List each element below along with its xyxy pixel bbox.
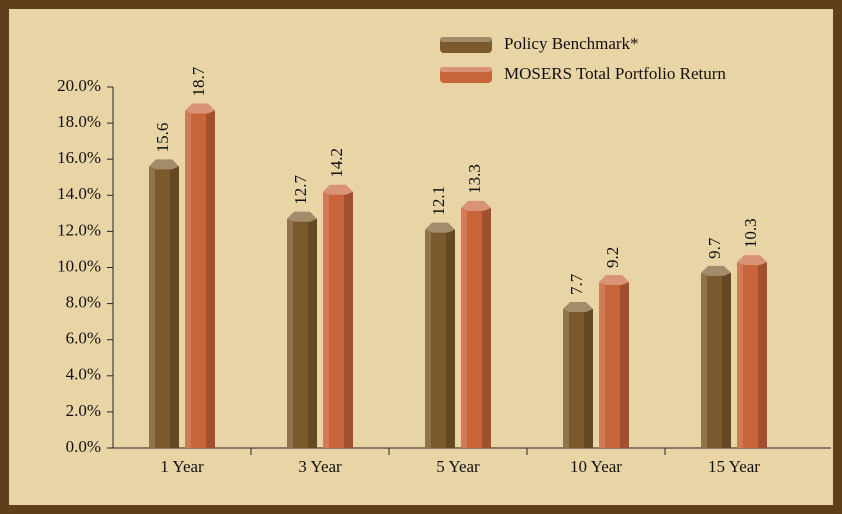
data-label: 14.2 — [327, 148, 346, 178]
x-tick-label: 3 Year — [298, 457, 342, 476]
bar-highlight — [149, 166, 155, 449]
y-tick-label: 6.0% — [66, 329, 101, 348]
bar-highlight — [737, 262, 743, 448]
data-label: 12.1 — [429, 186, 448, 216]
bar-shade — [758, 262, 767, 448]
data-label: 10.3 — [741, 218, 760, 248]
x-tick-label: 1 Year — [160, 457, 204, 476]
data-label: 18.7 — [189, 66, 208, 96]
y-tick-label: 14.0% — [57, 184, 101, 203]
data-label: 13.3 — [465, 164, 484, 194]
data-label: 9.2 — [603, 247, 622, 268]
bar-shade — [620, 281, 629, 448]
y-tick-label: 20.0% — [57, 76, 101, 95]
legend-swatch-shine — [440, 37, 492, 42]
bar-highlight — [461, 207, 467, 448]
data-label: 9.7 — [705, 237, 724, 259]
x-tick-label: 15 Year — [708, 457, 760, 476]
y-tick-label: 10.0% — [57, 256, 101, 275]
bar-shade — [482, 207, 491, 448]
bar-shade — [308, 218, 317, 448]
bar-cap — [185, 103, 215, 114]
bar-shade — [344, 191, 353, 448]
legend-swatch-shine — [440, 67, 492, 72]
bar-shade — [206, 110, 215, 448]
bar-highlight — [599, 281, 605, 448]
bar-cap — [563, 302, 593, 313]
y-tick-label: 2.0% — [66, 401, 101, 420]
y-tick-label: 18.0% — [57, 112, 101, 131]
data-label: 12.7 — [291, 175, 310, 205]
bar-cap — [425, 222, 455, 233]
bar-cap — [737, 255, 767, 266]
x-tick-label: 10 Year — [570, 457, 622, 476]
y-tick-label: 16.0% — [57, 148, 101, 167]
bar-highlight — [287, 218, 293, 448]
data-label: 7.7 — [567, 273, 586, 295]
bar-cap — [149, 159, 179, 170]
bar-highlight — [185, 110, 191, 448]
bar-highlight — [323, 191, 329, 448]
bar-cap — [323, 184, 353, 195]
legend-label: Policy Benchmark* — [504, 34, 639, 53]
bar-shade — [170, 166, 179, 449]
bar-highlight — [425, 229, 431, 448]
background — [9, 9, 833, 505]
data-label: 15.6 — [153, 123, 172, 153]
y-tick-label: 12.0% — [57, 220, 101, 239]
bar-cap — [599, 274, 629, 285]
y-tick-label: 0.0% — [66, 437, 101, 456]
bar-cap — [461, 200, 491, 211]
bar-cap — [287, 211, 317, 222]
bar-shade — [584, 309, 593, 448]
bar-cap — [701, 265, 731, 276]
bar-highlight — [701, 272, 707, 448]
legend-label: MOSERS Total Portfolio Return — [504, 64, 726, 83]
bar-highlight — [563, 309, 569, 448]
y-tick-label: 8.0% — [66, 293, 101, 312]
y-tick-label: 4.0% — [66, 365, 101, 384]
x-tick-label: 5 Year — [436, 457, 480, 476]
bar-shade — [446, 229, 455, 448]
bar-shade — [722, 272, 731, 448]
